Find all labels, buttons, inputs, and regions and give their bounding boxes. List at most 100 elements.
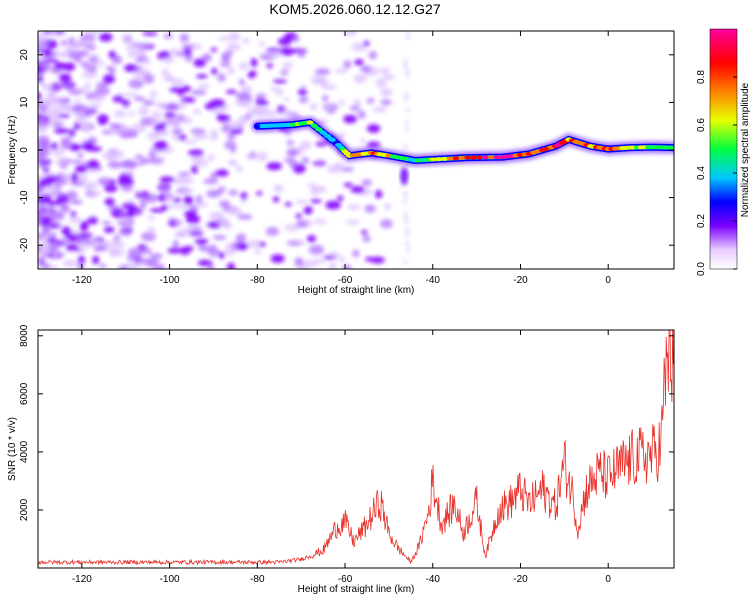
noise-blob [111,241,126,249]
noise-blob [244,114,252,120]
snr-xtick-label: -60 [338,574,353,585]
noise-blob [39,262,52,269]
noise-blob [102,152,113,160]
spectrogram-xtick-label: -40 [426,275,441,286]
noise-blob [183,47,192,56]
noise-blob [143,193,159,204]
noise-blob [245,153,259,161]
noise-blob [310,102,318,112]
noise-blob [173,197,182,203]
noise-blob [342,31,356,36]
noise-blob [166,74,174,81]
noise-blob [361,230,368,235]
noise-blob [366,141,381,148]
colorbar-tick-label: 0.0 [696,262,707,276]
noise-blob [277,37,292,46]
noise-blob [178,134,187,141]
noise-blob [140,231,157,242]
noise-blob [334,68,349,74]
signal-track-cell [277,123,285,128]
noise-blob [89,61,106,66]
snr-ytick-label: 2000 [19,498,30,521]
noise-blob [350,186,365,194]
noise-blob [58,73,72,83]
noise-blob [107,160,123,169]
noise-blob [108,122,121,129]
noise-blob [406,107,410,113]
noise-blob [225,89,237,94]
snr-ticks: -120 -100 -80 -60 -40 -20 0 2000 4000 6000 8000 [19,324,674,585]
noise-blob [314,68,331,76]
noise-blob [190,128,206,135]
noise-blob [404,259,408,265]
noise-blob [121,160,137,170]
noise-blob [110,129,121,136]
noise-blob [47,201,61,206]
noise-blob [375,78,387,88]
noise-blob [138,106,149,116]
noise-blob [187,225,195,232]
noise-blob [226,262,235,269]
noise-blob [177,101,187,110]
noise-blob [101,220,112,226]
noise-blob [283,97,290,102]
noise-blob [301,157,310,165]
colorbar-tick-label: 0.4 [696,166,707,180]
noise-blob [306,235,317,243]
noise-blob [297,49,306,58]
noise-blob [308,244,325,255]
noise-blob [227,132,236,141]
spectrogram-xtick-label: -20 [513,275,528,286]
noise-blob [142,99,155,106]
noise-blob [301,260,318,268]
noise-blob [295,199,309,205]
noise-blob [50,223,60,228]
noise-blob [193,160,209,168]
noise-blob [208,244,217,250]
noise-blob [80,39,96,46]
noise-blob [352,249,360,258]
noise-blob [364,204,376,213]
noise-blob [38,117,50,126]
noise-blob [296,240,306,246]
noise-blob [270,254,285,264]
noise-blob [62,62,76,72]
noise-blob [101,129,113,135]
noise-blob [207,153,215,162]
noise-blob [325,200,341,210]
noise-blob [111,55,123,65]
noise-blob [380,219,393,229]
noise-blob [40,193,52,204]
noise-blob [171,128,184,135]
noise-blob [236,242,249,251]
noise-blob [228,189,238,196]
noise-blob [46,237,57,243]
signal-track-cell [435,157,443,162]
noise-blob [328,262,337,269]
noise-blob [337,195,344,202]
noise-blob [347,204,361,210]
noise-blob [98,263,107,269]
noise-blob [50,142,58,150]
noise-blob [181,85,191,93]
noise-blob [68,216,82,224]
noise-blob [60,141,72,150]
noise-blob [351,42,367,52]
noise-blob [38,59,50,65]
noise-blob [77,262,85,269]
snr-xtick-label: -20 [513,574,528,585]
noise-blob [142,31,158,36]
noise-blob [192,109,202,115]
noise-blob [312,185,327,194]
noise-blob [300,140,312,150]
noise-blob [87,159,100,170]
noise-blob [69,159,83,164]
colorbar-ticks: 0.0 0.2 0.4 0.6 0.8 [696,70,737,276]
noise-blob [120,222,134,229]
noise-blob [147,131,159,141]
noise-blob [134,210,144,216]
noise-blob [86,146,103,152]
noise-blob [154,101,169,108]
